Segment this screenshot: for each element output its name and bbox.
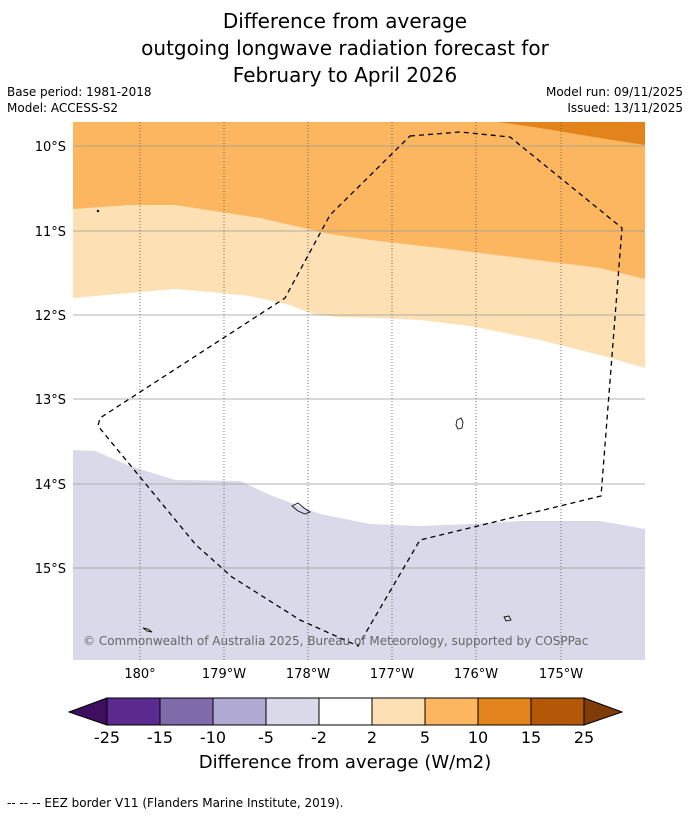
lon-label: 180° bbox=[124, 667, 155, 682]
meta-left: Base period: 1981-2018 Model: ACCESS-S2 bbox=[7, 84, 152, 116]
anomaly-band-5-to-10 bbox=[73, 122, 645, 279]
colorbar-segment bbox=[424, 697, 479, 726]
lon-label: 176°W bbox=[454, 667, 498, 682]
lon-labels: 180° 179°W 178°W 177°W 176°W 175°W bbox=[124, 667, 583, 682]
title-line-2: outgoing longwave radiation forecast for bbox=[141, 36, 549, 60]
islands bbox=[96, 209, 512, 633]
colorbar-tick: 2 bbox=[367, 728, 377, 745]
colorbar-tick: 10 bbox=[468, 728, 488, 745]
title-line-1: Difference from average bbox=[222, 9, 468, 33]
lat-label: 13°S bbox=[35, 393, 66, 408]
colorbar-segment bbox=[159, 697, 214, 726]
lon-label: 179°W bbox=[202, 667, 246, 682]
anomaly-band-10-to-15 bbox=[498, 122, 645, 145]
eez-border bbox=[97, 131, 623, 647]
colorbar-segment bbox=[318, 697, 373, 726]
model-run: Model run: 09/11/2025 bbox=[545, 85, 683, 99]
lat-label: 14°S bbox=[35, 478, 66, 493]
colorbar-tick: -25 bbox=[94, 728, 120, 745]
lat-label: 12°S bbox=[35, 309, 66, 324]
island-wallis bbox=[455, 417, 464, 430]
colorbar-tick: -2 bbox=[311, 728, 327, 745]
lat-label: 15°S bbox=[35, 562, 66, 577]
colorbar-tick: 25 bbox=[574, 728, 594, 745]
colorbar-segment bbox=[477, 697, 532, 726]
colorbar-ticks: -25 -15 -10 -5 -2 2 5 10 15 25 bbox=[94, 728, 594, 745]
lat-label: 11°S bbox=[35, 225, 66, 240]
issued-date: Issued: 13/11/2025 bbox=[567, 101, 683, 115]
lat-gridlines bbox=[73, 145, 645, 569]
colorbar-title: Difference from average (W/m2) bbox=[198, 752, 492, 773]
colorbar-segment bbox=[530, 697, 585, 726]
forecast-map: © Commonwealth of Australia 2025, Bureau… bbox=[35, 122, 645, 745]
colorbar-min-arrow bbox=[67, 697, 108, 726]
colorbar-tick: -10 bbox=[200, 728, 226, 745]
map-plot-area: © Commonwealth of Australia 2025, Bureau… bbox=[73, 122, 645, 660]
island-samoa-small bbox=[291, 502, 311, 515]
model-name: Model: ACCESS-S2 bbox=[7, 101, 119, 115]
colorbar-max-arrow bbox=[583, 697, 624, 726]
base-period: Base period: 1981-2018 bbox=[7, 85, 152, 99]
copyright-notice: © Commonwealth of Australia 2025, Bureau… bbox=[83, 634, 588, 648]
colorbar bbox=[67, 697, 624, 726]
colorbar-segment bbox=[106, 697, 161, 726]
meta-right: Model run: 09/11/2025 Issued: 13/11/2025 bbox=[546, 84, 683, 116]
colorbar-tick: -5 bbox=[258, 728, 274, 745]
lat-label: 10°S bbox=[35, 140, 66, 155]
lon-label: 178°W bbox=[286, 667, 330, 682]
island-dot-north bbox=[96, 209, 100, 213]
colorbar-segment bbox=[265, 697, 320, 726]
lat-labels: 10°S 11°S 12°S 13°S 14°S 15°S bbox=[35, 140, 66, 577]
island-tiny-west bbox=[142, 627, 153, 633]
colorbar-tick: -15 bbox=[147, 728, 173, 745]
colorbar-segment bbox=[212, 697, 267, 726]
colorbar-tick: 5 bbox=[420, 728, 430, 745]
lon-label: 175°W bbox=[539, 667, 583, 682]
island-tiny-south bbox=[503, 615, 512, 622]
title-line-3: February to April 2026 bbox=[232, 63, 458, 87]
map-title: Difference from average outgoing longwav… bbox=[0, 8, 690, 89]
colorbar-tick: 15 bbox=[521, 728, 541, 745]
eez-legend: -- -- -- EEZ border V11 (Flanders Marine… bbox=[7, 796, 344, 810]
anomaly-band-minus5-to-minus2 bbox=[73, 450, 645, 660]
lon-label: 177°W bbox=[370, 667, 414, 682]
colorbar-segment bbox=[371, 697, 426, 726]
